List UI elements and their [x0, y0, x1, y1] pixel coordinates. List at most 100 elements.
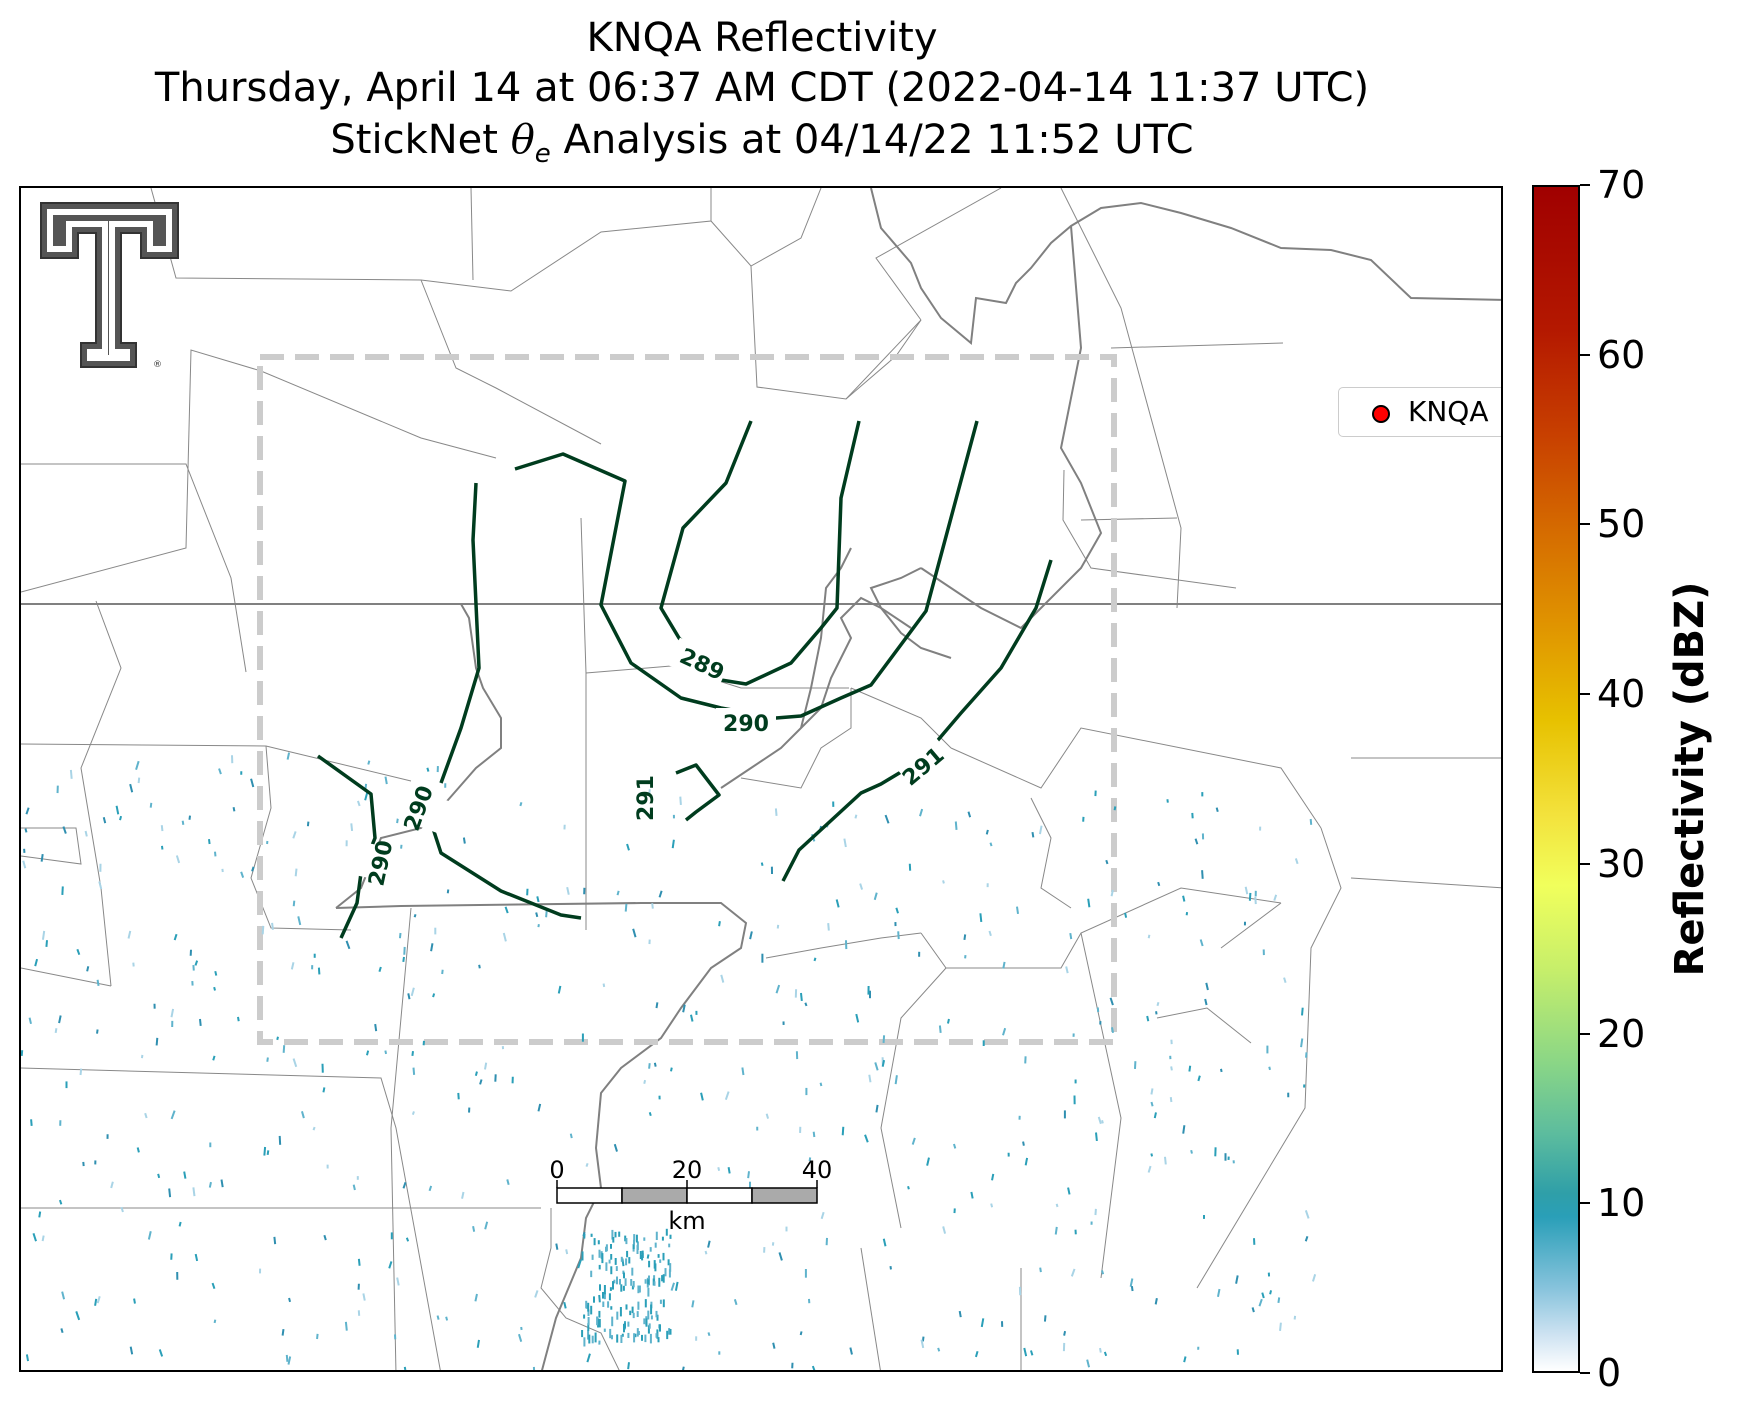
reflectivity-speck [808, 1298, 811, 1304]
reflectivity-speck [178, 1221, 182, 1227]
reflectivity-speck [650, 1304, 653, 1315]
reflectivity-speck [1166, 799, 1169, 803]
reflectivity-speck [297, 916, 302, 926]
reflectivity-speck [276, 1036, 279, 1041]
reflectivity-speck [868, 1074, 872, 1083]
reflectivity-speck [593, 1238, 596, 1246]
reflectivity-speck [479, 1079, 483, 1085]
reflectivity-speck [25, 1354, 30, 1362]
reflectivity-speck [679, 796, 682, 805]
reflectivity-speck [536, 896, 540, 903]
title-analysis: StickNet θe Analysis at 04/14/22 11:52 U… [0, 116, 1524, 178]
reflectivity-speck [502, 932, 507, 942]
reflectivity-speck [666, 1330, 669, 1340]
reflectivity-speck [855, 1013, 860, 1023]
reflectivity-speck [650, 1315, 653, 1320]
reflectivity-speck [345, 940, 351, 950]
reflectivity-speck [213, 986, 216, 991]
reflectivity-speck [357, 1258, 361, 1266]
reflectivity-speck [173, 933, 178, 941]
reflectivity-speck [631, 1306, 634, 1314]
reflectivity-speck [625, 1258, 628, 1266]
reflectivity-speck [603, 1328, 606, 1332]
contour-290-south [426, 812, 582, 920]
reflectivity-speck [581, 1330, 584, 1338]
reflectivity-speck [106, 1134, 109, 1139]
reflectivity-speck [1030, 1350, 1034, 1356]
reflectivity-speck [1096, 1007, 1100, 1013]
reflectivity-speck [727, 1167, 731, 1174]
reflectivity-speck [607, 1301, 610, 1308]
reflectivity-speck [808, 1157, 812, 1162]
reflectivity-speck [468, 1107, 471, 1113]
reflectivity-speck [598, 1318, 601, 1328]
reflectivity-speck [82, 1161, 85, 1167]
reflectivity-speck [478, 964, 481, 969]
reflectivity-speck [96, 1029, 99, 1034]
reflectivity-speck [38, 1211, 42, 1218]
reflectivity-speck [378, 966, 382, 972]
reflectivity-speck [120, 1206, 124, 1213]
reflectivity-speck [799, 1126, 802, 1133]
reflectivity-speck [644, 1299, 647, 1308]
reflectivity-speck [175, 855, 181, 864]
reflectivity-speck [598, 1294, 601, 1303]
reflectivity-speck [1070, 1268, 1076, 1277]
reflectivity-speck [620, 1256, 623, 1262]
reflectivity-speck [1253, 1238, 1256, 1245]
title-datetime: Thursday, April 14 at 06:37 AM CDT (2022… [154, 65, 1370, 111]
reflectivity-speck [1067, 1187, 1071, 1195]
reflectivity-speck [603, 1285, 606, 1295]
reflectivity-speck [40, 854, 44, 862]
reflectivity-speck [588, 1334, 591, 1344]
reflectivity-speck [674, 1281, 679, 1291]
reflectivity-speck [991, 1173, 995, 1181]
reflectivity-speck [747, 1171, 750, 1179]
reflectivity-speck [357, 800, 361, 807]
colorbar-tick [1580, 1202, 1590, 1205]
reflectivity-speck [658, 890, 663, 898]
reflectivity-speck [259, 1268, 262, 1274]
reflectivity-speck [581, 1251, 584, 1261]
reflectivity-speck [1170, 1066, 1173, 1071]
reflectivity-speck [1087, 898, 1091, 908]
reflectivity-speck [1094, 790, 1097, 797]
reflectivity-speck [1283, 977, 1287, 983]
reflectivity-speck [281, 1329, 285, 1336]
reflectivity-speck [176, 1271, 179, 1280]
reflectivity-speck [402, 956, 405, 963]
map-panel[interactable]: 289 290 290 290 291 291 0 20 40 km ® KNQ… [19, 186, 1503, 1372]
reflectivity-speck [616, 1276, 618, 1285]
reflectivity-speck [813, 957, 817, 962]
reflectivity-speck [587, 1302, 590, 1312]
reflectivity-speck [659, 1299, 662, 1304]
reflectivity-speck [672, 814, 675, 819]
reflectivity-speck [874, 1062, 879, 1071]
reflectivity-speck [583, 1314, 586, 1319]
reflectivity-speck [266, 840, 269, 845]
reflectivity-speck [1097, 1116, 1102, 1125]
reflectivity-speck [192, 964, 195, 971]
reflectivity-speck [647, 1279, 650, 1285]
reflectivity-speck [1220, 1068, 1223, 1073]
scale-unit: km [668, 1207, 705, 1235]
reflectivity-speck [718, 1351, 721, 1355]
reflectivity-speck [632, 1312, 635, 1319]
reflectivity-speck [875, 1104, 879, 1113]
reflectivity-speck [820, 1211, 825, 1220]
reflectivity-speck [1031, 831, 1035, 838]
reflectivity-speck [1258, 1298, 1263, 1307]
reflectivity-speck [1022, 1141, 1025, 1146]
reflectivity-speck [207, 838, 211, 845]
reflectivity-speck [266, 1150, 270, 1156]
reflectivity-speck [926, 1157, 930, 1166]
reflectivity-speck [367, 760, 371, 765]
reflectivity-speck [598, 1264, 601, 1270]
reflectivity-speck [1266, 1045, 1269, 1054]
reflectivity-speck [624, 903, 628, 912]
reflectivity-speck [1273, 894, 1278, 901]
reflectivity-speck [849, 1347, 853, 1355]
reflectivity-speck [1018, 1115, 1021, 1120]
texas-tech-logo: ® [40, 202, 179, 370]
reflectivity-speck [609, 1287, 612, 1291]
